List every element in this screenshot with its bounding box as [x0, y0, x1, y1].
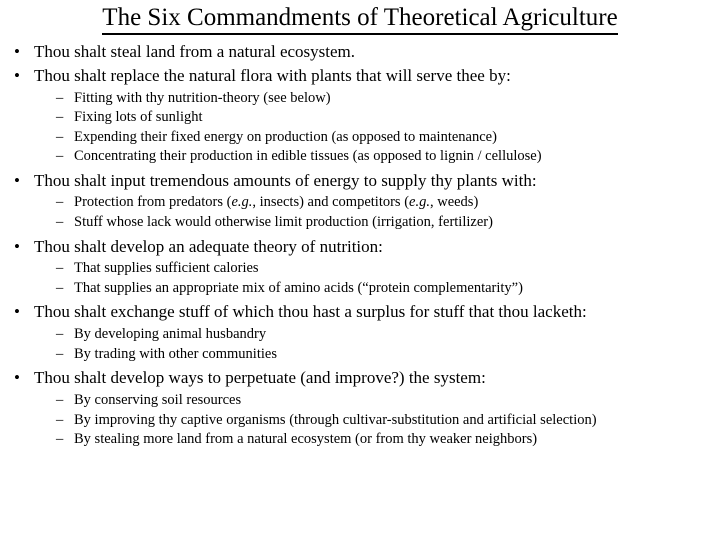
- sub-text: By improving thy captive organisms (thro…: [74, 411, 710, 430]
- bullet-icon: •: [14, 170, 34, 192]
- sub-text: Fitting with thy nutrition-theory (see b…: [74, 89, 710, 108]
- commandment-item: •Thou shalt replace the natural flora wi…: [14, 65, 710, 87]
- dash-icon: –: [56, 411, 74, 430]
- commandment-text: Thou shalt develop ways to perpetuate (a…: [34, 367, 710, 389]
- commandments-list: •Thou shalt steal land from a natural ec…: [10, 41, 710, 449]
- sub-text: By stealing more land from a natural eco…: [74, 430, 710, 449]
- sub-list: –Fitting with thy nutrition-theory (see …: [14, 89, 710, 166]
- dash-icon: –: [56, 108, 74, 127]
- sub-item: –Fixing lots of sunlight: [56, 108, 710, 127]
- dash-icon: –: [56, 259, 74, 278]
- sub-item: –By improving thy captive organisms (thr…: [56, 411, 710, 430]
- sub-item: –Protection from predators (e.g., insect…: [56, 193, 710, 212]
- sub-item: –By developing animal husbandry: [56, 325, 710, 344]
- dash-icon: –: [56, 147, 74, 166]
- sub-item: –Stuff whose lack would otherwise limit …: [56, 213, 710, 232]
- commandment-text: Thou shalt replace the natural flora wit…: [34, 65, 710, 87]
- sub-list: –That supplies sufficient calories–That …: [14, 259, 710, 297]
- commandment-text: Thou shalt input tremendous amounts of e…: [34, 170, 710, 192]
- commandment-item: •Thou shalt steal land from a natural ec…: [14, 41, 710, 63]
- sub-text: Stuff whose lack would otherwise limit p…: [74, 213, 710, 232]
- dash-icon: –: [56, 391, 74, 410]
- sub-text: Protection from predators (e.g., insects…: [74, 193, 710, 212]
- sub-item: –That supplies an appropriate mix of ami…: [56, 279, 710, 298]
- sub-text: Concentrating their production in edible…: [74, 147, 710, 166]
- slide-title: The Six Commandments of Theoretical Agri…: [102, 4, 617, 35]
- commandment-text: Thou shalt steal land from a natural eco…: [34, 41, 710, 63]
- bullet-icon: •: [14, 41, 34, 63]
- sub-item: –By conserving soil resources: [56, 391, 710, 410]
- bullet-icon: •: [14, 65, 34, 87]
- sub-text: By trading with other communities: [74, 345, 710, 364]
- sub-item: –By stealing more land from a natural ec…: [56, 430, 710, 449]
- dash-icon: –: [56, 325, 74, 344]
- dash-icon: –: [56, 279, 74, 298]
- sub-item: –By trading with other communities: [56, 345, 710, 364]
- sub-item: –Expending their fixed energy on product…: [56, 128, 710, 147]
- sub-text: That supplies an appropriate mix of amin…: [74, 279, 710, 298]
- dash-icon: –: [56, 213, 74, 232]
- sub-item: –Fitting with thy nutrition-theory (see …: [56, 89, 710, 108]
- sub-text: By conserving soil resources: [74, 391, 710, 410]
- dash-icon: –: [56, 193, 74, 212]
- bullet-icon: •: [14, 301, 34, 323]
- commandment-item: •Thou shalt input tremendous amounts of …: [14, 170, 710, 192]
- dash-icon: –: [56, 128, 74, 147]
- sub-item: –That supplies sufficient calories: [56, 259, 710, 278]
- commandment-text: Thou shalt exchange stuff of which thou …: [34, 301, 710, 323]
- bullet-icon: •: [14, 367, 34, 389]
- commandment-item: •Thou shalt exchange stuff of which thou…: [14, 301, 710, 323]
- sub-text: By developing animal husbandry: [74, 325, 710, 344]
- bullet-icon: •: [14, 236, 34, 258]
- sub-list: –By developing animal husbandry–By tradi…: [14, 325, 710, 363]
- sub-list: –Protection from predators (e.g., insect…: [14, 193, 710, 231]
- sub-text: That supplies sufficient calories: [74, 259, 710, 278]
- dash-icon: –: [56, 89, 74, 108]
- sub-text: Expending their fixed energy on producti…: [74, 128, 710, 147]
- commandment-item: •Thou shalt develop ways to perpetuate (…: [14, 367, 710, 389]
- commandment-text: Thou shalt develop an adequate theory of…: [34, 236, 710, 258]
- dash-icon: –: [56, 345, 74, 364]
- commandment-item: •Thou shalt develop an adequate theory o…: [14, 236, 710, 258]
- dash-icon: –: [56, 430, 74, 449]
- sub-list: –By conserving soil resources–By improvi…: [14, 391, 710, 449]
- sub-text: Fixing lots of sunlight: [74, 108, 710, 127]
- sub-item: –Concentrating their production in edibl…: [56, 147, 710, 166]
